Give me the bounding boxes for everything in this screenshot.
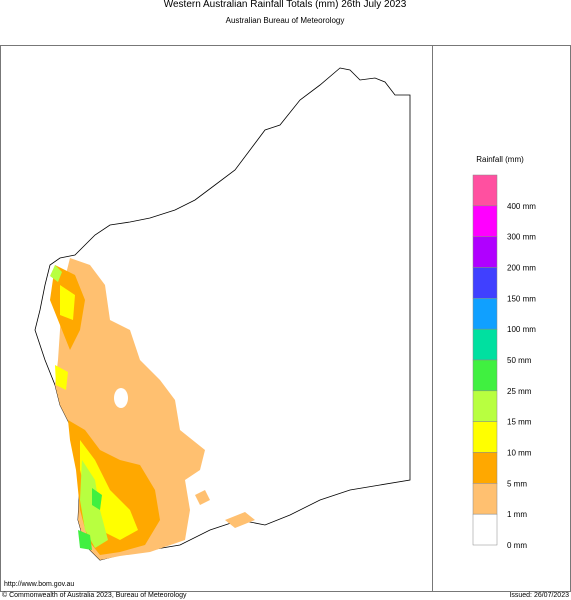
- footer-issued: Issued: 26/07/2023: [509, 592, 569, 599]
- legend-label: 300 mm: [507, 233, 536, 242]
- map: [34, 67, 411, 561]
- legend-label: 0 mm: [507, 541, 527, 550]
- legend-label: 1 mm: [507, 510, 527, 519]
- dry-patch: [114, 388, 128, 408]
- rain-1mm-patch: [195, 490, 210, 505]
- rain-1mm-patch: [225, 512, 255, 528]
- title: Western Australian Rainfall Totals (mm) …: [164, 0, 407, 10]
- legend-swatch: [472, 236, 498, 268]
- footer-url: http://www.bom.gov.au: [4, 581, 74, 588]
- legend-swatch: [472, 174, 498, 207]
- legend-swatch: [472, 328, 498, 361]
- rain-15mm: [50, 265, 62, 282]
- legend-label: 200 mm: [507, 264, 536, 273]
- legend-label: 10 mm: [507, 449, 532, 458]
- legend-label: 150 mm: [507, 294, 536, 303]
- legend-swatch: [472, 359, 498, 392]
- legend-label: 100 mm: [507, 325, 536, 334]
- legend: 400 mm 300 mm 200 mm 150 mm 100 mm 50 mm 25 mm…: [472, 174, 536, 550]
- legend-swatch: [472, 483, 498, 515]
- legend-swatch: [472, 390, 498, 422]
- legend-label: 25 mm: [507, 387, 532, 396]
- rain-25mm: [92, 488, 102, 510]
- legend-label: 15 mm: [507, 418, 532, 427]
- rain-10mm: [55, 365, 68, 390]
- legend-swatch: [472, 421, 498, 453]
- legend-swatch: [472, 267, 498, 299]
- rain-10mm: [60, 285, 75, 320]
- legend-label: 5 mm: [507, 479, 527, 488]
- rain-25mm: [78, 530, 92, 550]
- footer-copyright: © Commonwealth of Australia 2023, Bureau…: [2, 591, 187, 599]
- legend-swatch: [472, 298, 498, 330]
- legend-swatch: [472, 452, 498, 484]
- legend-swatch: [472, 513, 498, 546]
- legend-title: Rainfall (mm): [476, 155, 524, 164]
- legend-label: 50 mm: [507, 356, 532, 365]
- subtitle: Australian Bureau of Meteorology: [226, 16, 345, 25]
- legend-swatch: [472, 205, 498, 237]
- legend-label: 400 mm: [507, 202, 536, 211]
